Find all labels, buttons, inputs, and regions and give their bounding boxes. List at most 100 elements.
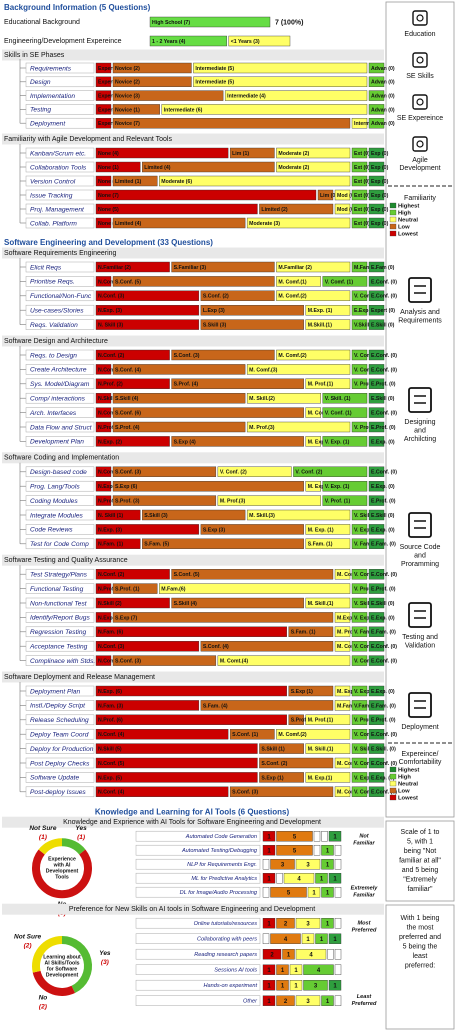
bar-segment — [142, 161, 275, 173]
segment-label: S.Prof. (4) — [174, 382, 199, 388]
row-label-box — [135, 948, 261, 960]
bar-segment — [351, 290, 368, 301]
donut-slice — [38, 838, 63, 855]
row-label: Complinace with Stds. — [30, 658, 95, 665]
bar-segment — [368, 466, 385, 477]
bar-segment — [95, 743, 258, 754]
rating-cell — [321, 831, 328, 842]
segment-label: E.Skill (0) — [371, 396, 395, 402]
bar-segment — [305, 319, 351, 330]
legend-swatch — [389, 780, 397, 787]
bar-segment — [368, 76, 385, 88]
rating-count: 5 — [293, 848, 297, 854]
donut-slice — [32, 970, 76, 996]
row-label: Version Control — [30, 178, 76, 185]
rating-count: 1 — [294, 983, 298, 989]
bar-segment — [322, 436, 368, 447]
legend-label: Highest — [398, 204, 419, 210]
segment-label: E.Conf. (0) — [371, 353, 397, 359]
segment-label: V. Conf. (2) — [295, 470, 322, 476]
bar-segment — [95, 641, 200, 652]
rating-cell — [270, 887, 307, 898]
row-label-box — [25, 290, 95, 302]
segment-label: Expert (0) — [98, 80, 122, 86]
bar-segment — [95, 62, 112, 74]
bar-segment — [95, 349, 170, 361]
donut-slice — [61, 838, 86, 855]
segment-label: E.Skill. (0) — [371, 746, 396, 752]
segment-label: S.Skill (3) — [144, 513, 168, 519]
group-header-bg — [2, 247, 384, 259]
segment-label: Expert (0) — [98, 107, 122, 113]
rating-count: 1 — [320, 876, 324, 882]
rating-count: 2 — [284, 921, 288, 927]
segment-label: E.Prof. (0) — [371, 718, 396, 724]
rating-count: 1 — [267, 921, 271, 927]
segment-label: S.Conf. (1) — [232, 732, 258, 738]
bar-segment — [334, 641, 351, 652]
segment-label: Lim (1) — [232, 151, 249, 157]
bar-segment — [246, 217, 351, 229]
bar-segment — [276, 261, 351, 273]
bar-segment — [351, 569, 368, 580]
bar-segment — [95, 729, 229, 740]
bar-segment — [95, 378, 170, 389]
bar-segment — [293, 466, 368, 477]
panel-title: Knowledge and Exprience with AI Tools fo… — [63, 819, 321, 826]
segment-label: N.Exp. (0) — [98, 484, 122, 490]
bar-segment — [200, 641, 334, 652]
segment-label: N.Prof. (6) — [98, 718, 123, 724]
rating-cell — [276, 980, 289, 991]
row-label: Hands-on experiment — [204, 983, 258, 989]
segment-label: None (0) — [98, 221, 119, 227]
row-label-box — [25, 364, 95, 375]
slice-label: No — [39, 995, 48, 1002]
segment-label: E.Conf. (0) — [371, 294, 397, 300]
segment-label: N.Exp. (5) — [98, 775, 122, 781]
donut-slice — [32, 849, 92, 899]
bar-segment — [112, 495, 217, 506]
bar-segment — [368, 583, 385, 594]
row-label: Test Strategy/Plans — [30, 571, 88, 578]
segment-label: Exp (0) — [371, 179, 389, 185]
row-label-box — [25, 568, 95, 580]
segment-label: V.Fam. (0) — [354, 703, 379, 709]
rating-count: 1 — [281, 968, 285, 974]
row-label-box — [25, 189, 95, 201]
icon — [408, 387, 432, 413]
bar-segment — [112, 117, 351, 129]
bar-segment — [276, 290, 351, 301]
bar-segment — [305, 597, 351, 609]
bar-segment — [112, 466, 217, 477]
rating-cell — [262, 873, 276, 884]
segment-label: Interm (0) — [354, 121, 378, 127]
bar-segment — [95, 655, 112, 666]
group-header: Software Design and Architecture — [4, 338, 108, 345]
segment-label: S.Skill (4) — [115, 396, 139, 402]
rating-count: 1 — [333, 983, 337, 989]
bar-segment — [161, 104, 368, 115]
bar-segment — [171, 569, 334, 580]
bar-segment — [171, 597, 304, 609]
bar-segment — [200, 524, 304, 535]
segment-label: S.Prof. (0) — [291, 718, 316, 724]
rating-cell — [303, 964, 334, 975]
group-header-bg — [2, 671, 384, 683]
section-title: Knowledge and Learning for AI Tools (6 Q… — [95, 807, 290, 816]
bar-segment — [228, 35, 291, 47]
rating-cell — [282, 949, 295, 960]
rating-cell — [262, 887, 270, 898]
rating-count: 1 — [326, 862, 330, 868]
bar-segment — [171, 261, 275, 273]
bar-segment — [351, 261, 368, 273]
bar-segment — [95, 189, 317, 201]
segment-label: S.Conf. (4) — [203, 644, 229, 650]
segment-label: S.Prof. (3) — [115, 498, 140, 504]
bar-segment — [368, 393, 385, 404]
row-label: Post Deploy Checks — [30, 760, 90, 767]
bar-segment — [368, 276, 385, 287]
row-label: Prioritise Reqs. — [30, 279, 75, 286]
sidebar-label: Education — [404, 31, 435, 38]
bar-segment — [368, 743, 385, 754]
row-label-box — [25, 161, 95, 173]
